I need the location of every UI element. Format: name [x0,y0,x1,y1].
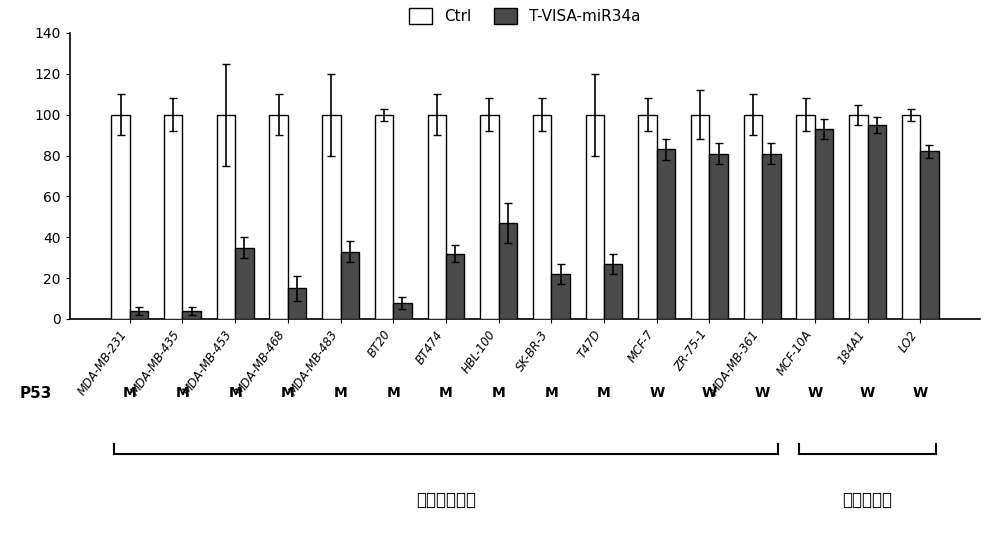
Bar [762,153,781,319]
Bar [130,311,148,319]
Bar [446,254,464,319]
Text: M: M [334,386,347,400]
Bar [796,115,815,319]
Bar [164,115,182,319]
Bar [849,115,868,319]
Text: M: M [544,386,558,400]
Bar [657,150,675,319]
Bar [111,115,130,319]
Bar [604,264,622,319]
Text: 正常细胞系: 正常细胞系 [843,492,893,509]
Bar [269,115,288,319]
Bar [428,115,446,319]
Text: W: W [649,386,664,400]
Bar [182,311,201,319]
Text: P53: P53 [20,386,52,401]
Bar [902,115,920,319]
Text: M: M [439,386,453,400]
Text: M: M [492,386,506,400]
Text: W: W [913,386,928,400]
Bar [235,248,254,319]
Text: W: W [807,386,822,400]
Bar [375,115,393,319]
Bar [691,115,709,319]
Text: M: M [123,386,137,400]
Bar [499,223,517,319]
Bar [393,302,412,319]
Bar [551,274,570,319]
Bar [868,125,886,319]
Bar [480,115,499,319]
Bar [217,115,235,319]
Text: M: M [597,386,611,400]
Text: W: W [860,386,875,400]
Bar [815,129,833,319]
Bar [920,151,939,319]
Text: M: M [281,386,295,400]
Text: M: M [386,386,400,400]
Bar [586,115,604,319]
Bar [322,115,341,319]
Bar [709,153,728,319]
Bar [638,115,657,319]
Bar [744,115,762,319]
Text: M: M [176,386,189,400]
Text: M: M [228,386,242,400]
Text: W: W [702,386,717,400]
Text: 乳腺癌细胞系: 乳腺癌细胞系 [416,492,476,509]
Legend: Ctrl, T-VISA-miR34a: Ctrl, T-VISA-miR34a [404,3,646,29]
Bar [341,251,359,319]
Bar [288,288,306,319]
Text: W: W [754,386,770,400]
Bar [533,115,551,319]
